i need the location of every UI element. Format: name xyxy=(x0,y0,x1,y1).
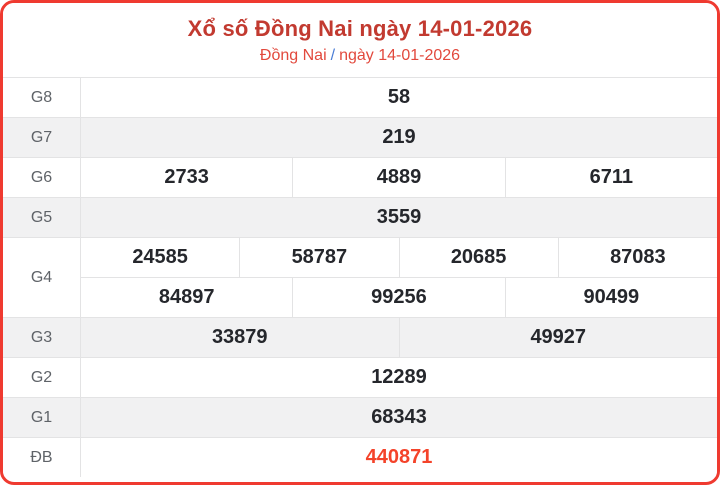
special-prize-number: 440871 xyxy=(365,446,433,468)
prize-row-g7: G7 219 xyxy=(3,117,717,157)
prize-row-g8: G8 58 xyxy=(3,77,717,117)
prize-number: 4889 xyxy=(292,158,504,197)
prize-number: 219 xyxy=(382,126,416,148)
prize-number: 58 xyxy=(387,86,411,108)
prize-row-g5: G5 3559 xyxy=(3,197,717,237)
prize-row-db: ĐB 440871 xyxy=(3,437,717,477)
prize-row-g3: G3 33879 49927 xyxy=(3,317,717,357)
prize-label-g5: G5 xyxy=(3,198,81,237)
prize-label-g4: G4 xyxy=(3,238,81,317)
prize-number: 99256 xyxy=(292,278,504,317)
prize-number: 90499 xyxy=(504,278,717,317)
prize-number: 58787 xyxy=(239,238,398,277)
prize-number: 24585 xyxy=(132,246,188,268)
prize-number: 3559 xyxy=(376,206,422,228)
prize-number: 33879 xyxy=(211,326,268,348)
prize-number: 87083 xyxy=(557,238,717,277)
prize-number: 20685 xyxy=(398,238,558,277)
breadcrumb-date-link[interactable]: ngày 14-01-2026 xyxy=(339,46,461,64)
prize-number: 84897 xyxy=(158,286,215,308)
prize-number: 6711 xyxy=(504,158,717,197)
prize-number: 68343 xyxy=(371,406,427,428)
breadcrumb: Đồng Nai / ngày 14-01-2026 xyxy=(260,47,460,65)
prize-number: 49927 xyxy=(398,318,718,357)
prize-row-g1: G1 68343 xyxy=(3,397,717,437)
prize-label-g8: G8 xyxy=(3,78,81,117)
prize-row-g4: G4 24585 58787 20685 87083 84897 99256 9… xyxy=(3,237,717,317)
prize-table: G8 58 G7 219 G6 2733 4889 6711 xyxy=(3,77,717,477)
breadcrumb-province-link[interactable]: Đồng Nai xyxy=(259,46,327,64)
breadcrumb-separator: / xyxy=(330,46,336,64)
prize-row-g2: G2 12289 xyxy=(3,357,717,397)
page-title: Xổ số Đồng Nai ngày 14-01-2026 xyxy=(187,15,533,41)
prize-label-g1: G1 xyxy=(3,398,81,437)
prize-label-g7: G7 xyxy=(3,118,81,157)
prize-number: 2733 xyxy=(164,166,209,188)
prize-row-g6: G6 2733 4889 6711 xyxy=(3,157,717,197)
prize-label-db: ĐB xyxy=(3,438,81,477)
prize-label-g2: G2 xyxy=(3,358,81,397)
card-header: Xổ số Đồng Nai ngày 14-01-2026 Đồng Nai /… xyxy=(3,3,717,77)
prize-label-g6: G6 xyxy=(3,158,81,197)
prize-number: 12289 xyxy=(371,366,427,388)
prize-label-g3: G3 xyxy=(3,318,81,357)
